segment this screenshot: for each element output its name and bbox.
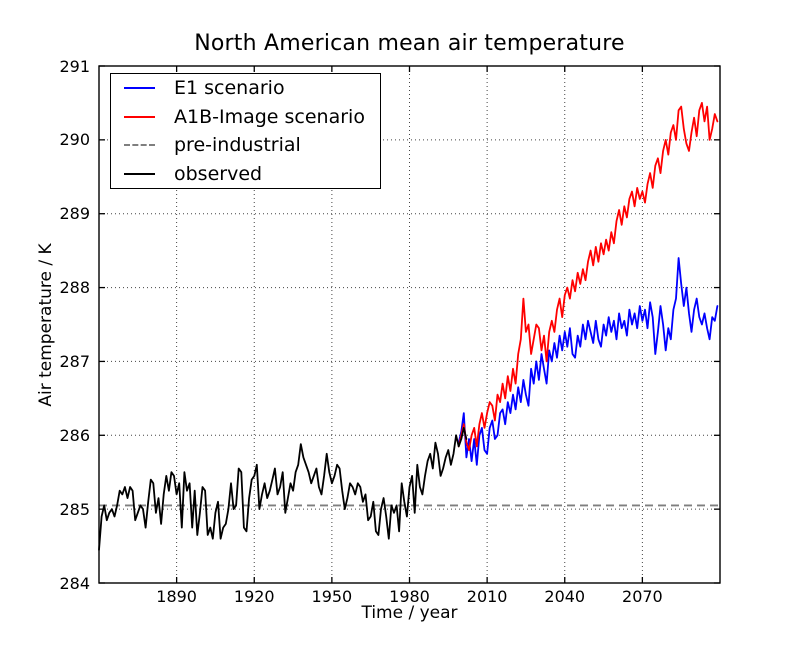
y-tick-label-284: 284 bbox=[59, 573, 90, 593]
y-tick-label-289: 289 bbox=[59, 204, 90, 224]
legend-label: observed bbox=[174, 162, 263, 185]
y-axis-label: Air temperature / K bbox=[36, 243, 56, 407]
x-axis-label: Time / year bbox=[361, 603, 458, 623]
legend-item-observed: observed bbox=[111, 161, 380, 186]
legend-item-pre-industrial: pre-industrial bbox=[111, 133, 380, 158]
x-tick-label-1980: 1980 bbox=[389, 587, 430, 606]
x-tick-label-2040: 2040 bbox=[544, 587, 586, 606]
legend-label: pre-industrial bbox=[174, 134, 301, 157]
x-tick-label-2070: 2070 bbox=[622, 587, 663, 606]
series-line-e1-scenario bbox=[457, 257, 719, 466]
x-tick-label-1950: 1950 bbox=[311, 587, 353, 606]
x-tick-label-1920: 1920 bbox=[233, 587, 275, 606]
y-tick-label-286: 286 bbox=[59, 425, 90, 445]
legend-label: E1 scenario bbox=[174, 77, 285, 100]
x-tick-label-1890: 1890 bbox=[156, 587, 197, 606]
legend-item-a1b: A1B-Image scenario bbox=[111, 104, 380, 129]
y-tick-label-288: 288 bbox=[59, 278, 90, 298]
legend-item-e1: E1 scenario bbox=[111, 76, 380, 101]
axes-frame bbox=[98, 65, 721, 584]
observed-line-sample-icon bbox=[124, 172, 155, 175]
x-tick-label-2010: 2010 bbox=[466, 587, 508, 606]
a1b-line-sample-icon bbox=[124, 115, 155, 118]
chart-title: North American mean air temperature bbox=[194, 31, 625, 56]
y-tick-label-285: 285 bbox=[59, 499, 90, 519]
legend-label: A1B-Image scenario bbox=[174, 105, 365, 128]
series-line-a1b-image-scenario bbox=[457, 102, 719, 452]
y-tick-label-287: 287 bbox=[59, 351, 90, 371]
y-tick-label-291: 291 bbox=[59, 56, 90, 76]
pre-industrial-line-sample-icon bbox=[124, 144, 155, 147]
e1-line-sample-icon bbox=[124, 87, 155, 90]
legend: E1 scenario A1B-Image scenario pre-indus… bbox=[110, 73, 381, 189]
y-tick-label-290: 290 bbox=[59, 130, 90, 150]
series-line-observed bbox=[98, 426, 468, 551]
